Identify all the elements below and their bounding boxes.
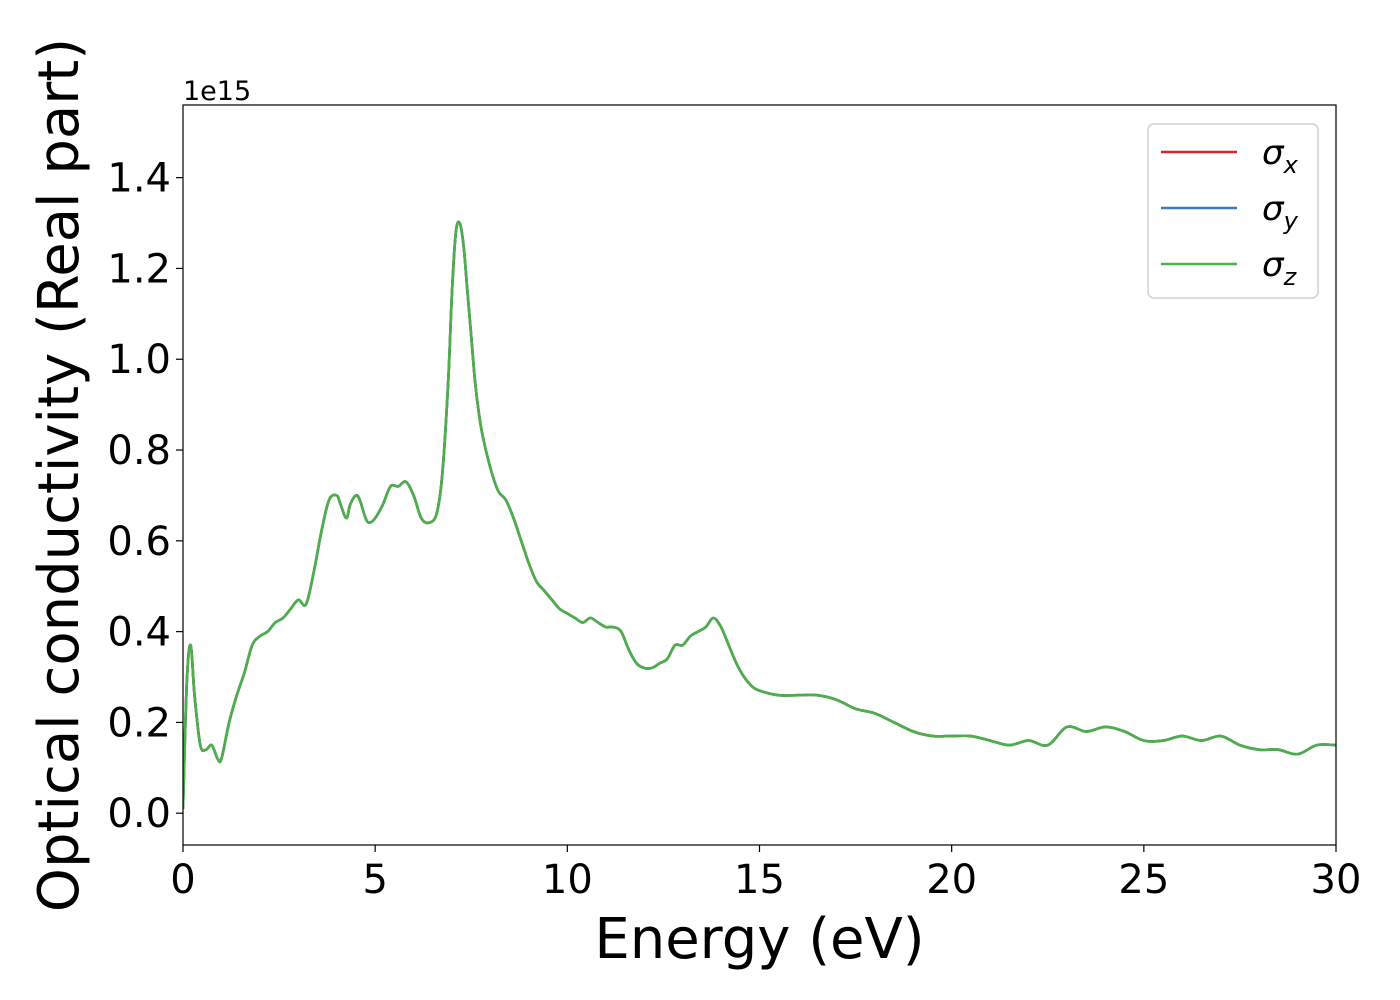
x-tick-label: 10 (542, 857, 593, 903)
y-tick-label: 0.8 (107, 428, 171, 474)
y-tick-label: 0.0 (107, 791, 171, 837)
y-axis-label: Optical conductivity (Real part) (27, 38, 92, 912)
x-tick-label: 25 (1118, 857, 1169, 903)
x-tick-label: 30 (1311, 857, 1362, 903)
series-layer (183, 220, 1336, 809)
y-tick-label: 1.4 (107, 156, 171, 202)
y-axis-offset-text: 1e15 (183, 76, 251, 107)
x-tick-label: 20 (926, 857, 977, 903)
x-tick-label: 0 (170, 857, 195, 903)
y-tick-label: 0.2 (107, 700, 171, 746)
plot-area (182, 104, 1337, 846)
series-line-z (183, 220, 1336, 809)
x-tick-label: 5 (362, 857, 387, 903)
y-tick-label: 1.2 (107, 246, 171, 292)
y-tick-label: 1.0 (107, 337, 171, 383)
x-axis-ticks: 0 5 10 15 20 25 30 (170, 845, 1361, 903)
legend-box (1147, 123, 1319, 299)
y-tick-label: 0.4 (107, 610, 171, 656)
x-axis-label: Energy (eV) (594, 907, 924, 972)
y-axis-ticks: 0.0 0.2 0.4 0.6 0.8 1.0 1.2 1.4 (107, 156, 183, 837)
x-tick-label: 15 (734, 857, 785, 903)
y-tick-label: 0.6 (107, 519, 171, 565)
